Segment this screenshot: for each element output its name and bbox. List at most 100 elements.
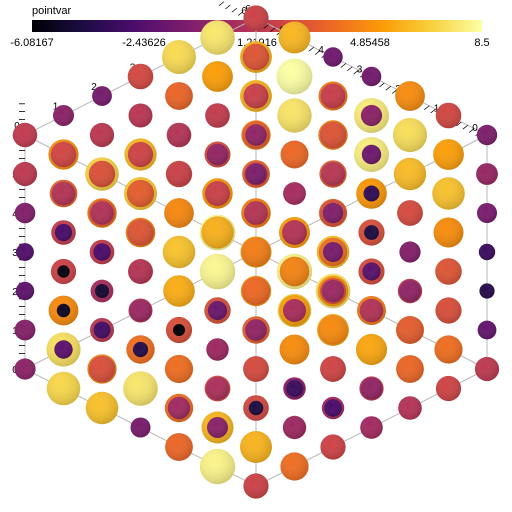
point-shading-21 (243, 83, 269, 109)
colorbar-tick-1: -2.43626 (122, 37, 165, 49)
point-shading-10 (127, 63, 154, 90)
point-shading-254 (359, 298, 384, 323)
point-shading-18 (320, 83, 346, 109)
x-tick-mark-3-3 (347, 66, 353, 72)
point-shading-305 (243, 356, 269, 382)
point-shading-274 (245, 319, 267, 341)
x-tick-label-3: 3 (357, 65, 363, 76)
x-tick-mark-0-4 (456, 121, 462, 127)
point-shading-223 (15, 281, 35, 301)
x-tick-mark-3-4 (340, 63, 347, 68)
point-shading-291 (206, 338, 229, 361)
x-tick-label-0: 0 (472, 123, 478, 134)
point-shading-273 (318, 315, 348, 345)
point-shading-22 (435, 102, 462, 129)
point-shading-293 (54, 340, 73, 359)
point-shading-2 (200, 20, 235, 55)
point-shading-28 (360, 104, 383, 127)
point-shading-308 (14, 358, 36, 380)
point-shading-40 (12, 122, 38, 148)
point-shading-148 (433, 217, 464, 248)
x-tick-mark-3-2 (353, 69, 359, 75)
colorbar-tick-0: -6.08167 (10, 37, 53, 49)
point-shading-1 (278, 21, 311, 54)
point-shading-235 (321, 279, 345, 303)
x-tick-mark-1-3 (424, 105, 430, 111)
point-shading-216 (199, 253, 236, 290)
point-shading-334 (207, 417, 228, 438)
point-shading-272 (396, 316, 424, 344)
point-shading-137 (322, 202, 344, 224)
x-tick-mark-0-2 (468, 128, 475, 133)
point-shading-342 (243, 473, 269, 499)
point-shading-160 (127, 219, 154, 246)
point-shading-288 (434, 335, 463, 364)
point-shading-104 (51, 181, 76, 206)
point-shading-337 (320, 434, 346, 460)
point-shading-317 (286, 380, 303, 397)
point-shading-91 (166, 161, 192, 187)
point-shading-6 (242, 43, 270, 71)
point-shading-168 (478, 243, 496, 261)
z-tick-label-2: 2 (12, 287, 18, 298)
point-shading-338 (240, 431, 272, 463)
point-shading-84 (88, 160, 116, 188)
y-tick-label-1: 1 (53, 102, 59, 113)
point-shading-12 (202, 61, 233, 92)
point-shading-61 (50, 141, 77, 168)
point-shading-315 (435, 375, 462, 402)
point-shading-319 (123, 371, 158, 406)
point-shading-236 (242, 277, 270, 305)
point-shading-316 (360, 377, 383, 400)
point-shading-217 (479, 283, 495, 299)
x-tick-mark-0-3 (462, 124, 468, 130)
point-shading-80 (393, 157, 427, 191)
point-shading-318 (206, 377, 229, 400)
point-shading-326 (324, 399, 342, 417)
point-shading-339 (165, 433, 193, 461)
point-shading-197 (435, 258, 462, 285)
point-shading-186 (323, 242, 343, 262)
point-shading-13 (395, 81, 425, 111)
point-shading-255 (283, 299, 306, 322)
point-shading-181 (93, 243, 111, 261)
point-shading-341 (199, 448, 236, 485)
point-shading-304 (320, 356, 346, 382)
point-shading-65 (127, 141, 154, 168)
point-shading-79 (12, 161, 38, 187)
point-shading-48 (167, 123, 191, 147)
point-shading-303 (396, 355, 424, 383)
point-shading-34 (476, 124, 498, 146)
point-shading-257 (129, 299, 152, 322)
point-shading-17 (92, 86, 112, 106)
x-tick-mark-5-3 (270, 27, 276, 33)
point-shading-55 (245, 124, 267, 146)
point-shading-320 (46, 371, 81, 406)
point-shading-32 (277, 98, 312, 133)
point-shading-99 (432, 177, 465, 210)
x-tick-mark-6-5 (218, 1, 225, 7)
point-shading-177 (399, 241, 421, 263)
point-shading-226 (399, 280, 421, 302)
point-shading-157 (364, 225, 379, 240)
point-shading-327 (248, 400, 264, 416)
point-shading-335 (130, 417, 151, 438)
point-shading-125 (14, 202, 36, 224)
point-shading-237 (163, 275, 195, 307)
point-shading-206 (362, 262, 381, 281)
point-shading-328 (167, 396, 191, 420)
point-shading-329 (85, 391, 119, 425)
point-shading-41 (392, 117, 428, 153)
x-tick-mark-5-4 (263, 24, 270, 29)
point-shading-263 (477, 320, 497, 340)
data-points (12, 5, 500, 499)
point-shading-0 (243, 5, 269, 31)
point-shading-209 (128, 259, 153, 284)
x-tick-mark-4-2 (314, 50, 321, 55)
point-shading-250 (56, 303, 71, 318)
point-shading-153 (54, 223, 73, 242)
point-shading-98 (245, 163, 267, 185)
x-tick-label-1: 1 (434, 104, 440, 115)
point-shading-128 (397, 200, 423, 226)
